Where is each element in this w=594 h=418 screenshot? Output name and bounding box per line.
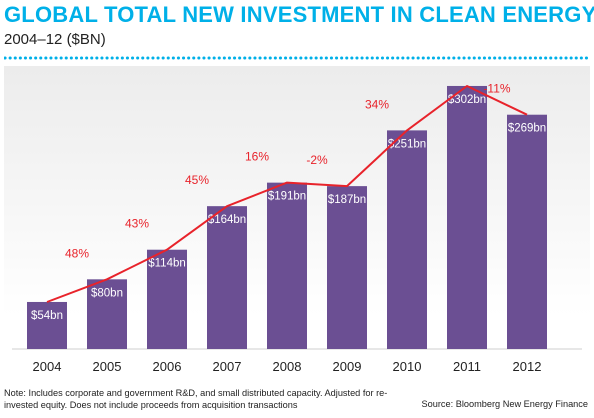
growth-label-2011: 20% (425, 66, 449, 67)
bar-label-2005: $80bn (91, 287, 123, 299)
bar-2009 (327, 186, 367, 349)
growth-label-2006: 43% (125, 217, 149, 231)
bar-label-2008: $191bn (268, 191, 306, 203)
x-tick-label-2004: 2004 (33, 359, 62, 374)
x-tick-label-2007: 2007 (213, 359, 242, 374)
x-tick-label-2010: 2010 (393, 359, 422, 374)
x-tick-label-2005: 2005 (93, 359, 122, 374)
chart-title: GLOBAL TOTAL NEW INVESTMENT IN CLEAN ENE… (4, 2, 594, 27)
growth-label-2010: 34% (365, 97, 389, 111)
growth-label-2008: 16% (245, 150, 269, 164)
bar-2008 (267, 182, 307, 349)
bar-label-2007: $164bn (208, 214, 246, 226)
growth-label-2007: 45% (185, 173, 209, 187)
chart-source: Source: Bloomberg New Energy Finance (421, 399, 588, 409)
growth-label-2012: -11% (483, 82, 510, 96)
bar-2005 (87, 279, 127, 349)
x-tick-label-2008: 2008 (273, 359, 302, 374)
bar-label-2010: $251bn (388, 138, 426, 150)
bar-label-2004: $54bn (31, 310, 63, 322)
bar-label-2009: $187bn (328, 194, 366, 206)
bar-2004 (27, 301, 67, 349)
bar-2011 (447, 85, 487, 349)
bar-label-2006: $114bn (148, 258, 186, 270)
x-tick-label-2006: 2006 (153, 359, 182, 374)
bar-2010 (387, 130, 427, 349)
chart-subtitle: 2004–12 ($BN) (4, 31, 106, 48)
bar-2007 (207, 206, 247, 349)
chart-note: Note: Includes corporate and government … (4, 388, 388, 410)
bar-2012 (507, 114, 547, 349)
dotted-divider (4, 56, 590, 60)
investment-chart: $54bn 2004 $80bn 2005 $114bn 2006 $164bn 2007 $1… (12, 66, 582, 374)
bar-2006 (147, 249, 187, 349)
bar-label-2011: $302bn (448, 94, 486, 106)
bar-label-2012: $269bn (508, 123, 546, 135)
growth-label-2005: 48% (65, 246, 89, 260)
x-tick-label-2012: 2012 (513, 359, 542, 374)
growth-label-2009: -2% (306, 153, 328, 167)
x-tick-label-2011: 2011 (453, 359, 481, 374)
growth-line (46, 85, 528, 303)
x-tick-label-2009: 2009 (333, 359, 362, 374)
